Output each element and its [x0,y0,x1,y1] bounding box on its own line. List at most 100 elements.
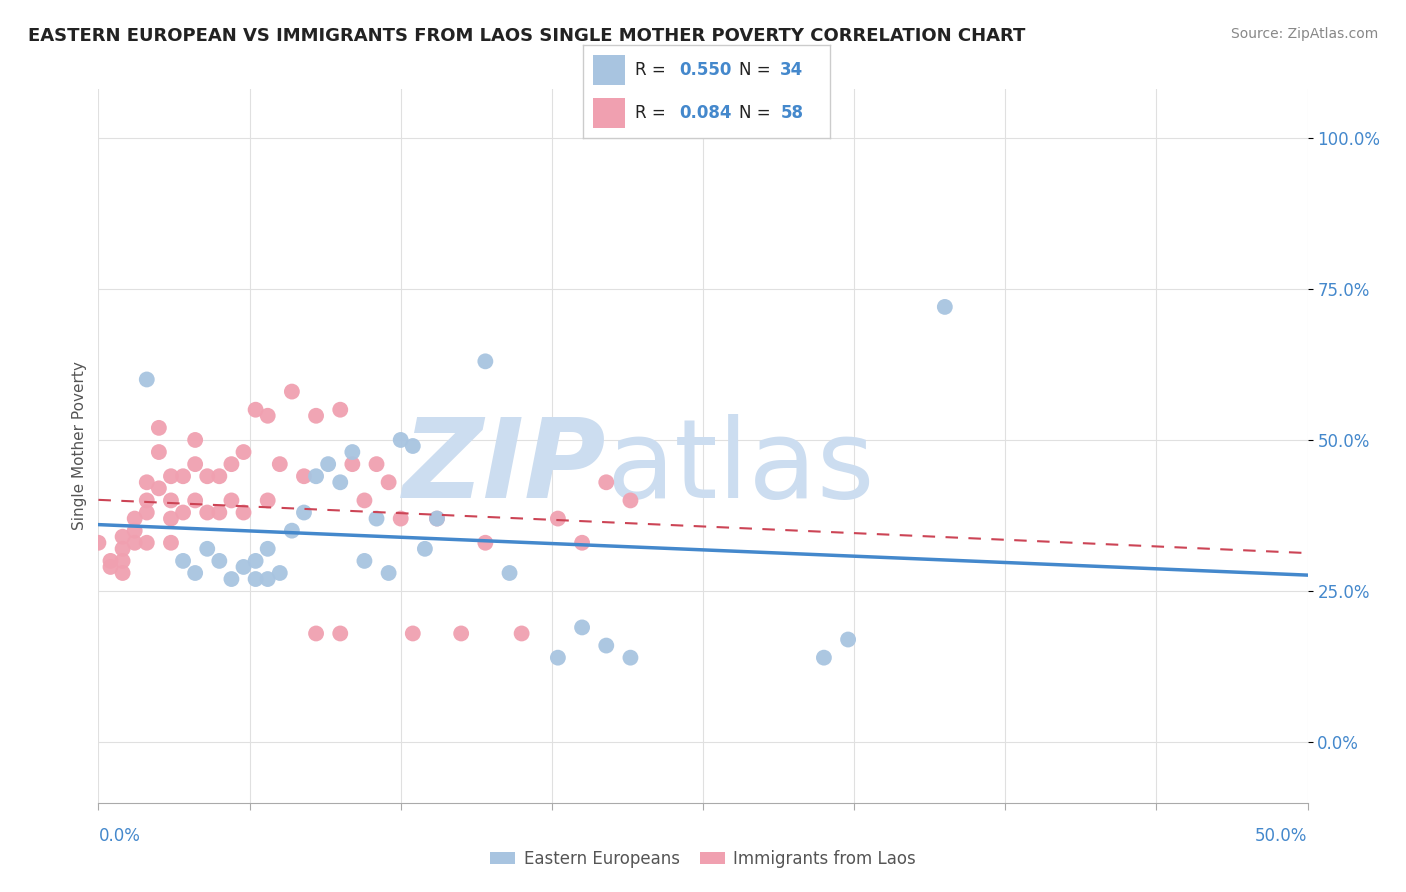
Point [366,511,388,525]
Point [135,535,157,549]
Point [571,620,593,634]
Point [292,506,315,520]
Text: 0.550: 0.550 [679,61,733,78]
Bar [593,98,626,128]
Point [813,650,835,665]
Point [221,457,243,471]
Point [269,457,291,471]
Point [111,530,134,544]
Point [281,384,304,399]
Point [450,626,472,640]
Point [124,511,146,525]
Point [353,554,375,568]
Point [256,409,278,423]
Text: N =: N = [738,61,775,78]
Point [837,632,859,647]
Bar [593,55,626,85]
Point [426,511,449,525]
Text: N =: N = [738,104,775,122]
Point [208,554,231,568]
Text: Source: ZipAtlas.com: Source: ZipAtlas.com [1230,27,1378,41]
Text: R =: R = [636,104,671,122]
Point [172,506,194,520]
Point [547,650,569,665]
Point [221,493,243,508]
Point [100,560,122,574]
Point [474,354,496,368]
Point [426,511,449,525]
Point [135,372,157,386]
Point [256,493,278,508]
Text: 0.0%: 0.0% [98,827,141,845]
Point [148,481,170,495]
Text: 34: 34 [780,61,804,78]
Point [232,445,254,459]
Point [256,572,278,586]
Point [208,506,231,520]
Text: 50.0%: 50.0% [1256,827,1308,845]
Point [547,511,569,525]
Point [934,300,956,314]
Text: atlas: atlas [606,414,875,521]
Point [195,506,218,520]
Point [195,541,218,556]
Point [389,433,412,447]
Text: 0.084: 0.084 [679,104,733,122]
Point [135,506,157,520]
Point [87,535,110,549]
Point [498,566,520,580]
Point [148,445,170,459]
Point [329,402,352,417]
Point [329,475,352,490]
Point [160,469,183,483]
Point [366,457,388,471]
Point [510,626,533,640]
Point [135,475,157,490]
Y-axis label: Single Mother Poverty: Single Mother Poverty [72,361,87,531]
Point [619,493,641,508]
Point [377,566,399,580]
Point [474,535,496,549]
Point [305,409,328,423]
Point [124,524,146,538]
Point [305,469,328,483]
Point [184,433,207,447]
Point [281,524,304,538]
Point [100,554,122,568]
Point [342,445,364,459]
Point [316,457,339,471]
Point [160,493,183,508]
Point [111,566,134,580]
Point [329,626,352,640]
Point [172,469,194,483]
Point [232,506,254,520]
Point [111,554,134,568]
Point [160,511,183,525]
Point [256,541,278,556]
Point [124,535,146,549]
Point [571,535,593,549]
Point [305,626,328,640]
Point [595,639,617,653]
Legend: Eastern Europeans, Immigrants from Laos: Eastern Europeans, Immigrants from Laos [484,844,922,875]
Point [221,572,243,586]
Point [184,566,207,580]
Point [402,439,425,453]
Point [111,541,134,556]
Point [377,475,399,490]
Text: 58: 58 [780,104,803,122]
Point [595,475,617,490]
Point [160,535,183,549]
Point [342,457,364,471]
Point [148,421,170,435]
Point [619,650,641,665]
Point [232,560,254,574]
Point [269,566,291,580]
Point [292,469,315,483]
Point [245,554,267,568]
Point [245,572,267,586]
Text: ZIP: ZIP [402,414,606,521]
Point [184,493,207,508]
Point [402,626,425,640]
Point [135,493,157,508]
